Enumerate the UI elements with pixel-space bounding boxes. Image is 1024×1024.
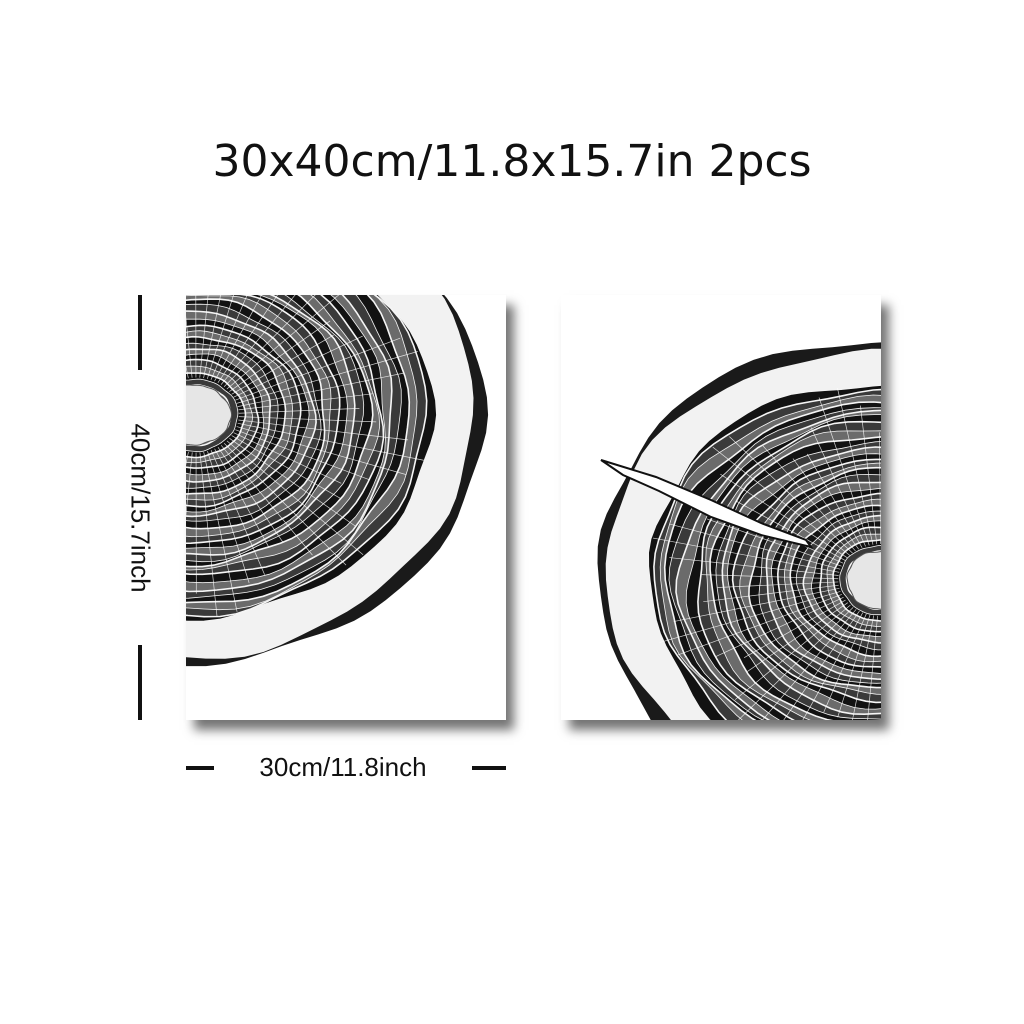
height-marker-bottom xyxy=(138,645,142,720)
right-canvas-print xyxy=(561,295,881,720)
height-label: 40cm/15.7inch xyxy=(125,423,156,593)
wood-crack xyxy=(600,459,814,549)
right-tree-rings xyxy=(597,342,881,720)
width-marker-right xyxy=(472,766,506,770)
left-tree-rings xyxy=(186,295,489,667)
left-canvas-print xyxy=(186,295,506,720)
tree-rings-right-image xyxy=(597,342,881,720)
tree-rings-left-image xyxy=(186,295,489,667)
size-title: 30x40cm/11.8x15.7in 2pcs xyxy=(212,136,812,187)
height-marker-top xyxy=(138,295,142,370)
width-marker-left xyxy=(186,766,214,770)
width-label: 30cm/11.8inch xyxy=(259,752,427,782)
